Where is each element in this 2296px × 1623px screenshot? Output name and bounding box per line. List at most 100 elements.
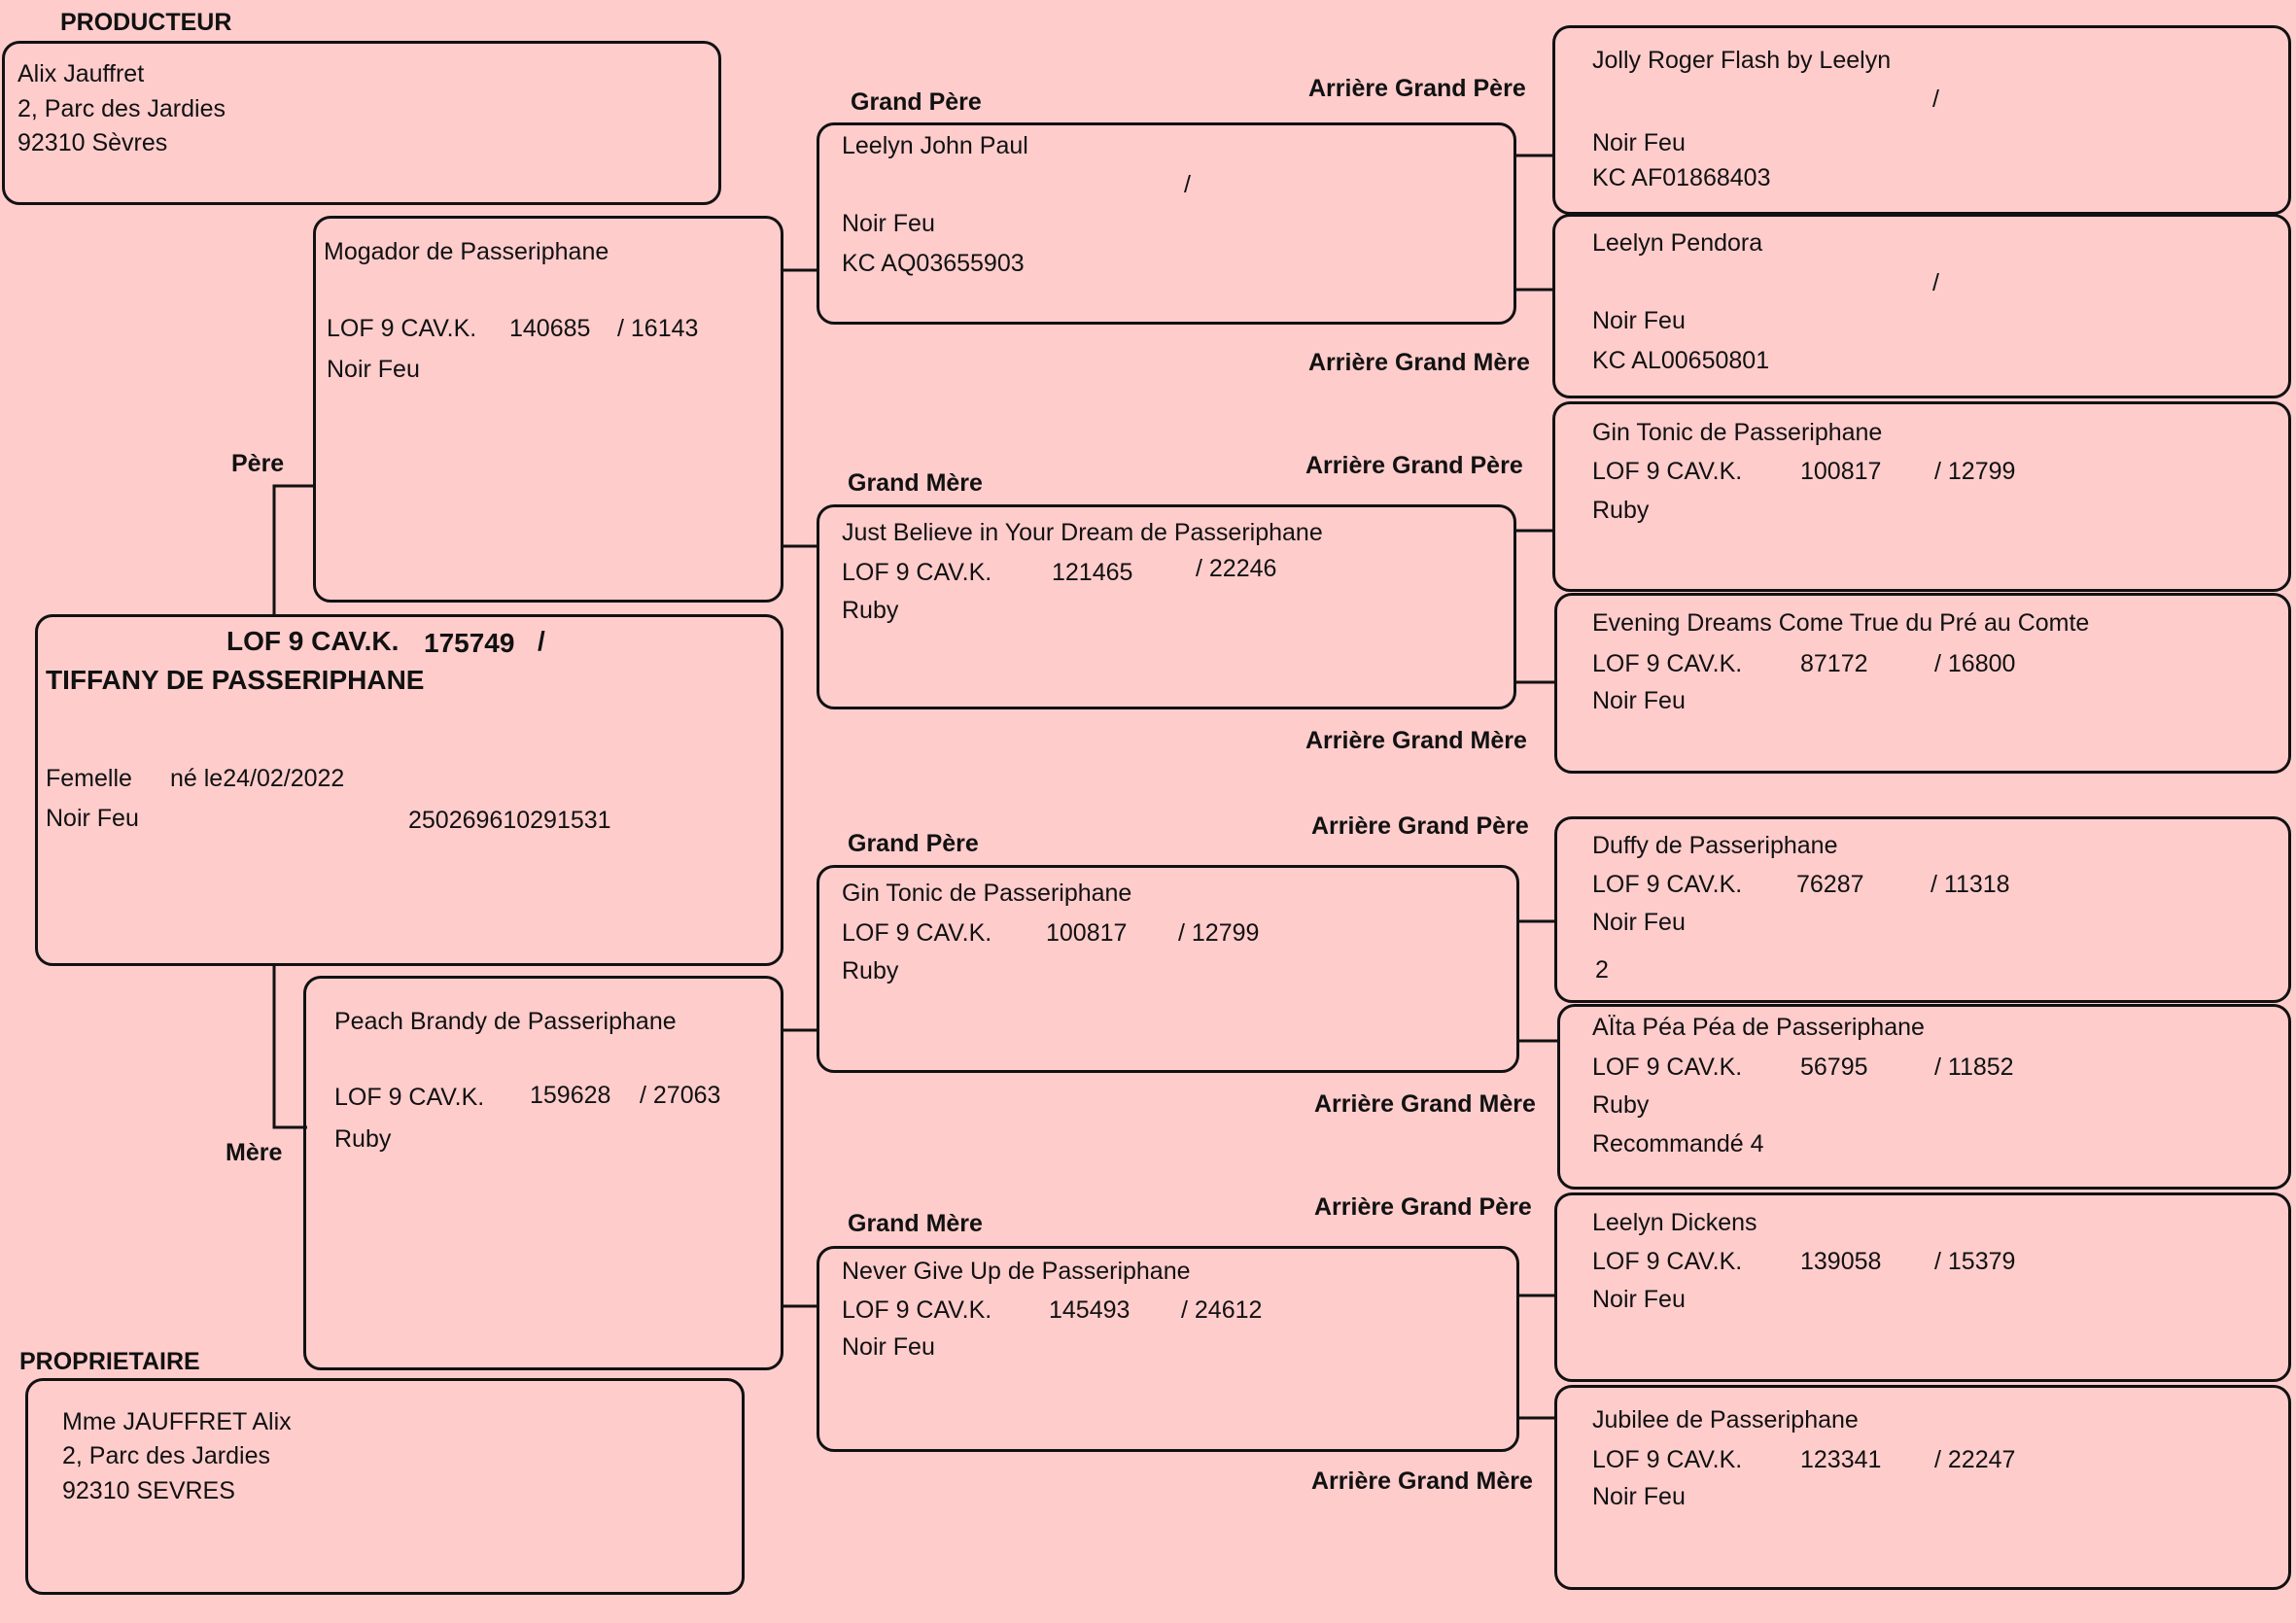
grand-pere-label-2: Grand Père <box>848 830 979 857</box>
grand-mere-1-color: Ruby <box>842 597 899 624</box>
mere-label: Mère <box>226 1139 283 1166</box>
grand-pere-2-number: 100817 <box>1046 919 1128 947</box>
arriere-grand-pere-1-box <box>1552 25 2291 215</box>
grand-pere-1-registration: KC AQ03655903 <box>842 250 1025 277</box>
grand-pere-2-lof: LOF 9 CAV.K. <box>842 919 992 947</box>
arriere-grand-mere-4-box <box>1554 1385 2291 1590</box>
arriere-grand-mere-4-lof: LOF 9 CAV.K. <box>1592 1446 1743 1473</box>
arriere-grand-pere-4-color: Noir Feu <box>1592 1286 1686 1313</box>
grand-mere-2-lof: LOF 9 CAV.K. <box>842 1296 992 1324</box>
proprietaire-name: Mme JAUFFRET Alix <box>62 1408 292 1435</box>
grand-pere-2-color: Ruby <box>842 957 899 984</box>
arriere-grand-pere-label-2: Arrière Grand Père <box>1305 452 1523 479</box>
arriere-grand-mere-1-registration: KC AL00650801 <box>1592 347 1770 374</box>
grand-pere-1-box <box>817 122 1516 325</box>
arriere-grand-mere-3-name: AÏta Péa Péa de Passeriphane <box>1592 1014 1925 1041</box>
subject-color: Noir Feu <box>46 805 139 832</box>
proprietaire-city: 92310 SEVRES <box>62 1477 235 1504</box>
arriere-grand-pere-2-lof: LOF 9 CAV.K. <box>1592 458 1743 485</box>
arriere-grand-mere-4-registration: / 22247 <box>1934 1446 2016 1473</box>
arriere-grand-mere-3-color: Ruby <box>1592 1091 1650 1119</box>
grand-mere-1-box <box>817 504 1516 709</box>
producteur-city: 92310 Sèvres <box>17 129 168 156</box>
pere-label: Père <box>231 450 285 477</box>
arriere-grand-pere-4-registration: / 15379 <box>1934 1248 2016 1275</box>
subject-slash: / <box>538 626 545 656</box>
arriere-grand-mere-label-4: Arrière Grand Mère <box>1311 1468 1533 1495</box>
arriere-grand-pere-2-color: Ruby <box>1592 497 1650 524</box>
mere-name: Peach Brandy de Passeriphane <box>334 1008 677 1035</box>
mere-registration: / 27063 <box>640 1082 721 1109</box>
producteur-heading: PRODUCTEUR <box>60 9 232 36</box>
arriere-grand-mere-label-2: Arrière Grand Mère <box>1305 727 1527 754</box>
grand-mere-2-number: 145493 <box>1049 1296 1131 1324</box>
arriere-grand-pere-3-number: 76287 <box>1796 871 1864 898</box>
arriere-grand-pere-3-box <box>1554 816 2291 1003</box>
producteur-name: Alix Jauffret <box>17 60 145 87</box>
arriere-grand-pere-label-4: Arrière Grand Père <box>1314 1193 1532 1221</box>
arriere-grand-mere-4-number: 123341 <box>1800 1446 1882 1473</box>
arriere-grand-mere-2-box <box>1554 593 2291 774</box>
grand-mere-1-registration: / 22246 <box>1196 555 1277 582</box>
pere-lof: LOF 9 CAV.K. <box>327 315 477 342</box>
pere-box <box>313 216 783 603</box>
grand-pere-label-1: Grand Père <box>851 88 982 116</box>
subject-chip: 250269610291531 <box>408 807 611 834</box>
producteur-box <box>2 41 721 205</box>
arriere-grand-pere-4-box <box>1554 1192 2291 1382</box>
arriere-grand-mere-2-number: 87172 <box>1800 650 1868 677</box>
grand-mere-2-box <box>817 1246 1519 1452</box>
arriere-grand-pere-label-3: Arrière Grand Père <box>1311 812 1529 840</box>
mere-number: 159628 <box>530 1082 611 1109</box>
arriere-grand-mere-1-slash: / <box>1932 269 1939 296</box>
subject-box <box>35 614 783 966</box>
arriere-grand-pere-2-number: 100817 <box>1800 458 1882 485</box>
arriere-grand-mere-2-name: Evening Dreams Come True du Pré au Comte <box>1592 609 2090 637</box>
grand-pere-1-name: Leelyn John Paul <box>842 132 1028 159</box>
grand-mere-label-2: Grand Mère <box>848 1210 983 1237</box>
arriere-grand-mere-4-name: Jubilee de Passeriphane <box>1592 1406 1859 1433</box>
arriere-grand-mere-1-color: Noir Feu <box>1592 307 1686 334</box>
arriere-grand-mere-3-registration: / 11852 <box>1934 1053 2014 1081</box>
pere-registration: / 16143 <box>617 315 699 342</box>
arriere-grand-mere-2-color: Noir Feu <box>1592 687 1686 714</box>
arriere-grand-pere-4-name: Leelyn Dickens <box>1592 1209 1757 1236</box>
grand-pere-1-color: Noir Feu <box>842 210 935 237</box>
proprietaire-box <box>25 1378 745 1595</box>
arriere-grand-pere-3-color: Noir Feu <box>1592 909 1686 936</box>
arriere-grand-mere-3-number: 56795 <box>1800 1053 1868 1081</box>
arriere-grand-mere-label-1: Arrière Grand Mère <box>1308 349 1530 376</box>
arriere-grand-mere-3-box <box>1557 1004 2291 1190</box>
pere-color: Noir Feu <box>327 356 420 383</box>
arriere-grand-pere-2-box <box>1552 401 2291 592</box>
mere-lof: LOF 9 CAV.K. <box>334 1084 485 1111</box>
arriere-grand-mere-2-lof: LOF 9 CAV.K. <box>1592 650 1743 677</box>
arriere-grand-pere-4-lof: LOF 9 CAV.K. <box>1592 1248 1743 1275</box>
grand-mere-label-1: Grand Mère <box>848 469 983 497</box>
arriere-grand-mere-3-extra: Recommandé 4 <box>1592 1130 1764 1157</box>
subject-lof: LOF 9 CAV.K. <box>226 626 400 656</box>
producteur-address: 2, Parc des Jardies <box>17 95 226 122</box>
arriere-grand-pere-1-slash: / <box>1932 86 1939 113</box>
arriere-grand-mere-4-color: Noir Feu <box>1592 1483 1686 1510</box>
arriere-grand-pere-3-name: Duffy de Passeriphane <box>1592 832 1838 859</box>
arriere-grand-pere-label-1: Arrière Grand Père <box>1308 75 1526 102</box>
grand-mere-1-name: Just Believe in Your Dream de Passeripha… <box>842 519 1323 546</box>
arriere-grand-pere-4-number: 139058 <box>1800 1248 1882 1275</box>
subject-sex: Femelle <box>46 765 132 792</box>
arriere-grand-mere-1-box <box>1552 214 2291 398</box>
mere-color: Ruby <box>334 1125 392 1153</box>
pere-name: Mogador de Passeriphane <box>324 238 609 265</box>
grand-mere-1-lof: LOF 9 CAV.K. <box>842 559 992 586</box>
arriere-grand-pere-2-name: Gin Tonic de Passeriphane <box>1592 419 1883 446</box>
arriere-grand-mere-label-3: Arrière Grand Mère <box>1314 1090 1536 1118</box>
arriere-grand-pere-1-name: Jolly Roger Flash by Leelyn <box>1592 47 1892 74</box>
mere-box <box>303 976 783 1370</box>
grand-pere-2-registration: / 12799 <box>1178 919 1260 947</box>
arriere-grand-pere-1-registration: KC AF01868403 <box>1592 164 1771 191</box>
grand-mere-1-number: 121465 <box>1052 559 1133 586</box>
arriere-grand-mere-3-lof: LOF 9 CAV.K. <box>1592 1053 1743 1081</box>
grand-mere-2-name: Never Give Up de Passeriphane <box>842 1258 1191 1285</box>
grand-mere-2-registration: / 24612 <box>1181 1296 1263 1324</box>
